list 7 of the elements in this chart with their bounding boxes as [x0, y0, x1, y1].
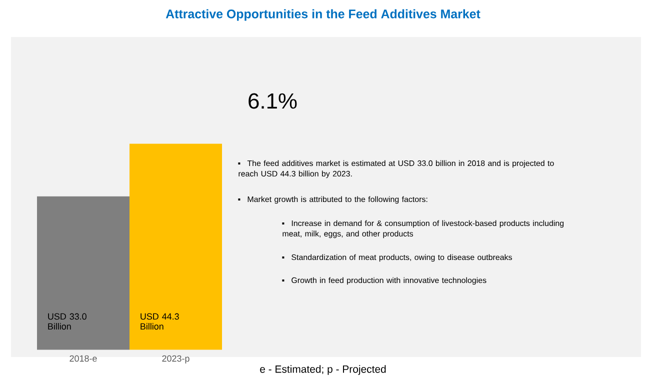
text: Attractive Opportunities in the Feed Additives Market	[166, 9, 480, 21]
x-tick-label: 2023-p	[162, 355, 190, 364]
text: 6.1%	[248, 93, 297, 109]
data-label: USD 33.0 Billion	[48, 313, 86, 330]
text: e - Estimated; p - Projected	[260, 365, 386, 375]
x-tick-label: 2018-e	[70, 355, 97, 362]
data-label: USD 44.3 Billion	[140, 313, 179, 330]
